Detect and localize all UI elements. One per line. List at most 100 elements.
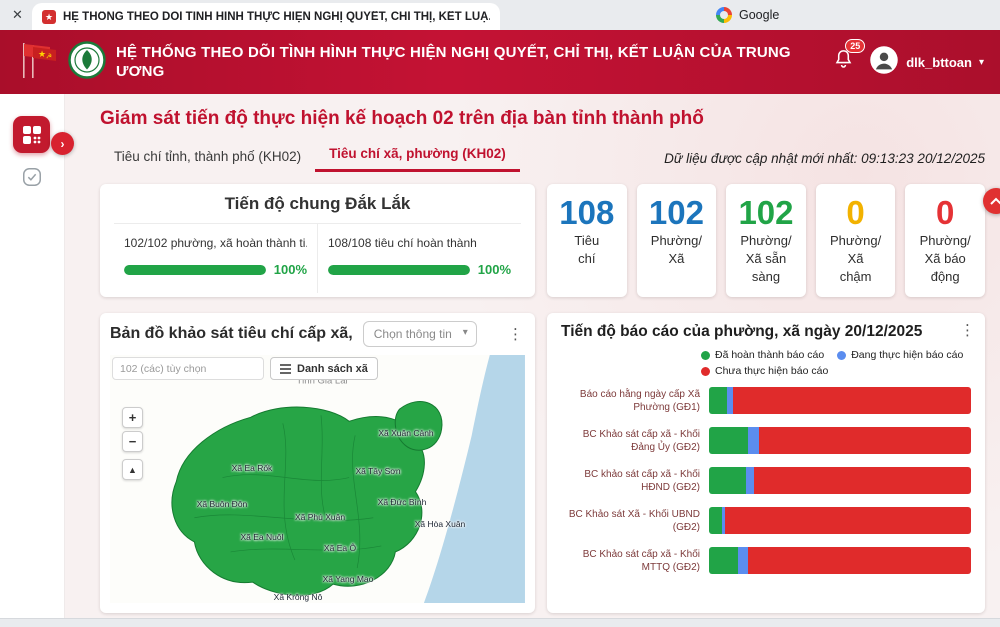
legend-label: Đang thực hiện báo cáo	[851, 349, 964, 361]
map-search-input[interactable]	[112, 357, 264, 380]
progress-bar	[124, 264, 266, 275]
chevron-down-icon: ▾	[462, 327, 468, 338]
svg-text:☭: ☭	[46, 53, 52, 60]
chart-row: BC Khảo sát cấp xã - Khối MTTQ (GĐ2)	[561, 547, 971, 574]
commune-list-button[interactable]: Danh sách xã	[270, 357, 378, 380]
chart-legend: Đã hoàn thành báo cáo Đang thực hiện báo …	[701, 349, 971, 377]
google-icon	[716, 7, 732, 23]
bar-segment	[709, 467, 746, 494]
list-icon	[280, 363, 291, 374]
zoom-in-button[interactable]: +	[122, 407, 143, 428]
stacked-bar	[709, 427, 971, 454]
legend-item: Chưa thực hiện báo cáo	[701, 365, 828, 377]
chart-row-label: Báo cáo hằng ngày cấp Xã Phường (GĐ1)	[579, 388, 700, 413]
bar-segment	[709, 387, 728, 414]
stat-label: Phường/ Xã chậm	[829, 232, 882, 284]
avatar-icon	[869, 45, 899, 80]
chart-row-label: BC khảo sát cấp xã - Khối HĐND (GĐ2)	[584, 468, 700, 493]
map-panel: Bản đồ khảo sát tiêu chí cấp xã, Chọn th…	[100, 313, 535, 613]
stacked-bar	[709, 507, 971, 534]
overall-progress-panel: Tiến độ chung Đắk Lắk 102/102 phường, xã…	[100, 184, 535, 297]
bar-segment	[724, 507, 971, 534]
legend-dot	[837, 350, 847, 360]
stat-value: 0	[846, 194, 865, 231]
bar-segment	[732, 387, 971, 414]
progress-item: 108/108 tiêu chí hoàn thành 100%	[317, 224, 521, 293]
bar-segment	[753, 467, 971, 494]
user-menu[interactable]: dlk_bttoan ▾	[869, 45, 984, 80]
last-updated-text: Dữ liệu được cập nhật mới nhất: 09:13:23…	[664, 151, 985, 166]
notifications-bell-icon[interactable]: 25	[832, 39, 866, 76]
page-title: Giám sát tiến độ thực hiện kế hoạch 02 t…	[100, 108, 704, 129]
chart-bars: Báo cáo hằng ngày cấp Xã Phường (GĐ1) BC …	[561, 387, 971, 574]
progress-label: 102/102 phường, xã hoàn thành ti...	[124, 236, 307, 250]
progress-item: 102/102 phường, xã hoàn thành ti... 100%	[114, 224, 317, 293]
province-map[interactable]	[110, 355, 525, 603]
legend-item: Đã hoàn thành báo cáo	[701, 349, 824, 361]
browser-tab[interactable]: ★ HỆ THỐNG THEO DÕI TÌNH HÌNH THỰC HIỆN …	[32, 3, 500, 30]
chart-row-label: BC Khảo sát Xã - Khối UBND (GĐ2)	[568, 508, 700, 533]
chart-row: BC khảo sát cấp xã - Khối HĐND (GĐ2)	[561, 467, 971, 494]
browser-bar: ✕ ★ HỆ THỐNG THEO DÕI TÌNH HÌNH THỰC HIỆ…	[0, 0, 1000, 30]
map-region-label: Tỉnh Gia Lai	[296, 375, 348, 387]
stat-cards: 108 Tiêu chí 102 Phường/ Xã 102 Phường/ Xã sẵ…	[547, 184, 985, 297]
flag-icon: ★ ☭	[16, 40, 58, 85]
tab-province-criteria[interactable]: Tiêu chí tỉnh, thành phố (KH02)	[114, 149, 302, 164]
app-header: ★ ☭ HỆ THỐNG THEO DÕI TÌNH HÌNH THỰC HIỆ…	[0, 30, 1000, 94]
close-icon[interactable]: ✕	[12, 7, 23, 22]
org-logo-icon	[68, 40, 106, 84]
zoom-out-button[interactable]: −	[122, 431, 143, 452]
chart-row-label: BC Khảo sát cấp xã - Khối Đảng Ủy (GĐ2)	[582, 428, 700, 453]
map-area[interactable]: Tỉnh Gia Lai Xã Xuân Cảnh Xã Ea Rốk Xã Tây…	[110, 355, 525, 603]
stacked-bar	[709, 467, 971, 494]
chart-row: BC Khảo sát Xã - Khối UBND (GĐ2)	[561, 507, 971, 534]
sidebar-dashboard-button[interactable]	[13, 116, 50, 153]
bar-segment	[748, 427, 759, 454]
chart-row: BC Khảo sát cấp xã - Khối Đảng Ủy (GĐ2)	[561, 427, 971, 454]
map-panel-title: Bản đồ khảo sát tiêu chí cấp xã,	[110, 325, 353, 342]
bar-segment	[748, 547, 971, 574]
progress-percent: 100%	[273, 262, 307, 277]
stat-label: Tiêu chí	[574, 232, 600, 266]
username: dlk_bttoan	[906, 54, 972, 70]
bar-segment	[709, 427, 749, 454]
chart-menu-kebab-icon[interactable]: ⋮	[960, 322, 975, 339]
legend-item: Đang thực hiện báo cáo	[837, 349, 963, 361]
stat-value: 102	[648, 194, 704, 231]
stat-label: Phường/ Xã báo động	[919, 232, 971, 284]
progress-label: 108/108 tiêu chí hoàn thành	[328, 236, 477, 250]
stat-label: Phường/ Xã sẵn sàng	[740, 232, 792, 284]
bar-segment	[722, 507, 725, 534]
stat-card: 0 Phường/ Xã chậm	[815, 184, 896, 297]
sidebar-expand-button[interactable]: ›	[51, 132, 74, 155]
map-extent-button[interactable]: ▲	[122, 459, 143, 480]
bar-segment	[758, 427, 971, 454]
bar-segment	[737, 547, 749, 574]
legend-label: Đã hoàn thành báo cáo	[715, 349, 825, 361]
progress-bar	[328, 264, 470, 275]
favicon-icon: ★	[42, 9, 56, 24]
chart-row-label: BC Khảo sát cấp xã - Khối MTTQ (GĐ2)	[582, 548, 700, 573]
tab-row: Tiêu chí tỉnh, thành phố (KH02) Tiêu chí…	[100, 140, 985, 172]
svg-text:★: ★	[38, 49, 46, 59]
horizontal-scrollbar[interactable]	[0, 618, 1000, 627]
stacked-bar	[709, 387, 971, 414]
google-tab-label: Google	[739, 8, 780, 22]
bar-segment	[709, 547, 738, 574]
sidebar: ›	[0, 94, 74, 618]
main-content: Giám sát tiến độ thực hiện kế hoạch 02 t…	[65, 94, 1000, 618]
progress-items: 102/102 phường, xã hoàn thành ti... 100% 1…	[114, 224, 521, 293]
report-progress-panel: Tiến độ báo cáo của phường, xã ngày 20/1…	[547, 313, 985, 613]
scroll-top-button[interactable]	[983, 188, 1000, 214]
stat-label: Phường/ Xã	[650, 232, 702, 266]
map-info-select[interactable]: Chọn thông tin ▾	[362, 321, 477, 347]
browser-tab-google[interactable]: Google	[716, 0, 779, 30]
tab-commune-criteria[interactable]: Tiêu chí xã, phường (KH02)	[315, 140, 520, 172]
legend-dot	[701, 350, 710, 360]
stat-card: 108 Tiêu chí	[547, 184, 627, 297]
bar-segment	[709, 507, 723, 534]
stat-value: 108	[559, 194, 615, 231]
app-title: HỆ THỐNG THEO DÕI TÌNH HÌNH THỰC HIỆN NG…	[116, 43, 791, 81]
map-menu-kebab-icon[interactable]: ⋮	[508, 326, 523, 343]
sidebar-check-icon[interactable]	[21, 166, 43, 193]
